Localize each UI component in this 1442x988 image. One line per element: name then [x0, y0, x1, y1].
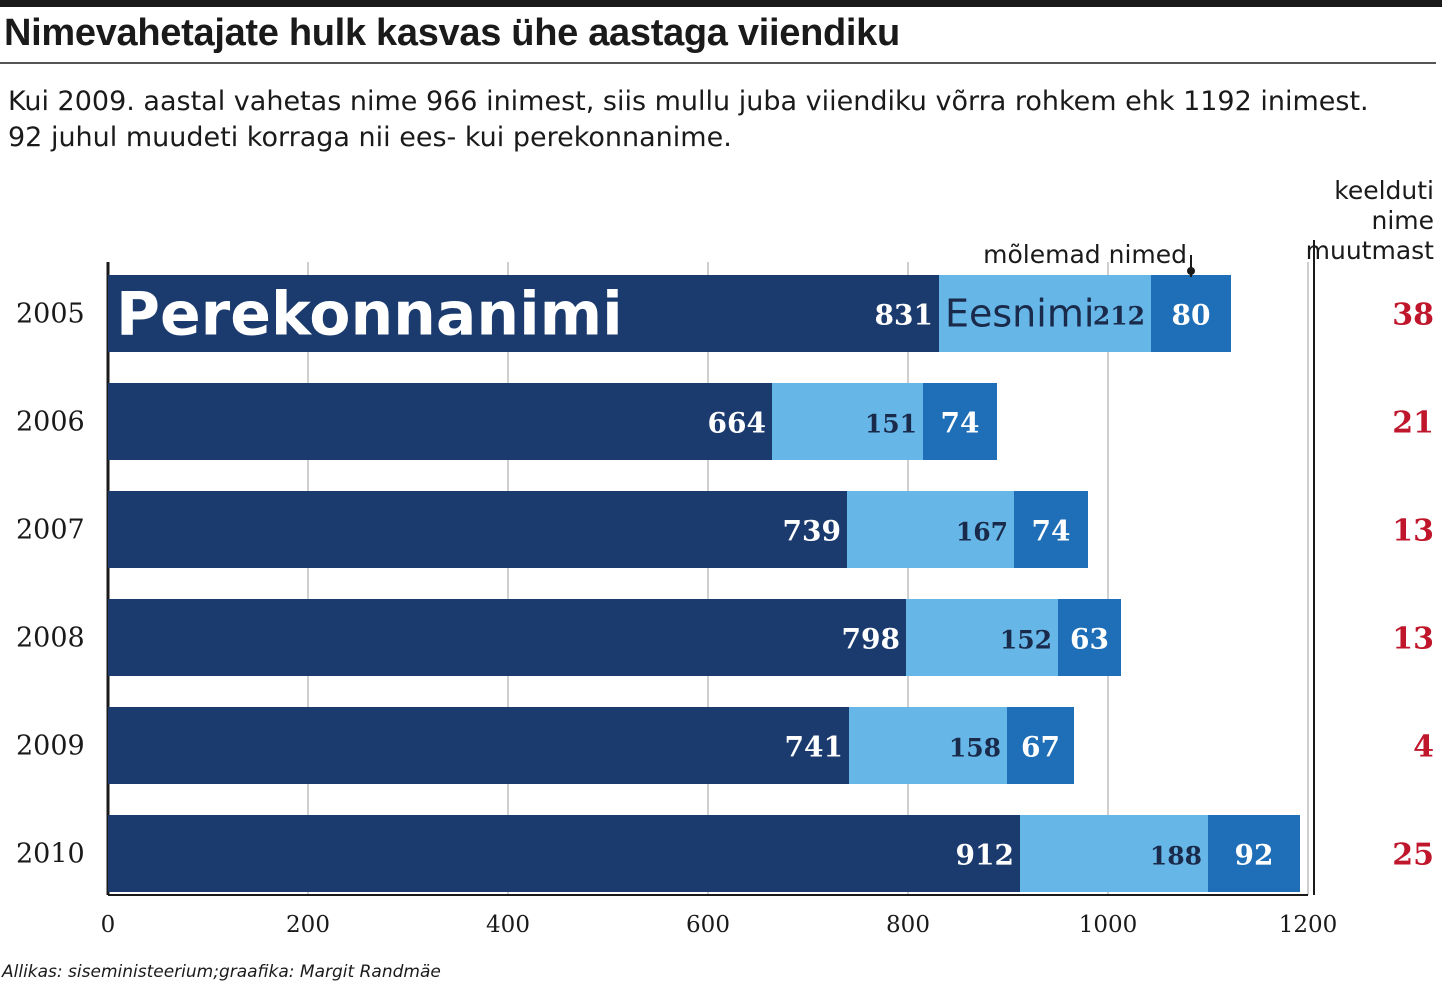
bar-perekonnanimi: [108, 599, 906, 676]
bars: [108, 275, 1300, 892]
x-tick-label: 800: [886, 912, 930, 938]
refused-header-line: muutmast: [1306, 236, 1435, 265]
value-label: 912: [956, 839, 1014, 872]
bar-molemad: [1151, 275, 1231, 352]
series-label-eesnimi: Eesnimi: [945, 292, 1094, 336]
value-label: 741: [785, 731, 843, 764]
bar-eesnimi: [1020, 815, 1208, 892]
value-label: 158: [949, 734, 1001, 763]
bar-perekonnanimi: [108, 815, 1020, 892]
chart-area: 0 200 400 600 800 1000 1200 2005 831 212 80 38 2006 6…: [16, 176, 1434, 938]
bar-perekonnanimi: [108, 383, 772, 460]
value-label: 152: [1000, 626, 1052, 655]
refused-value: 21: [1392, 406, 1434, 441]
value-label: 798: [842, 623, 900, 656]
chart-title: Nimevahetajate hulk kasvas ühe aastaga v…: [4, 12, 900, 54]
grid: [106, 240, 1315, 896]
refused-value: 13: [1392, 622, 1434, 657]
bar-eesnimi: [849, 707, 1007, 784]
value-label: 67: [1021, 731, 1060, 764]
x-tick-label: 0: [101, 912, 116, 938]
year-label: 2010: [16, 839, 85, 870]
refused-header-line: keelduti: [1334, 176, 1434, 205]
value-label: 80: [1172, 299, 1211, 332]
bar-eesnimi: [906, 599, 1058, 676]
value-label: 151: [865, 410, 917, 439]
bar-eesnimi: [847, 491, 1014, 568]
x-tick-label: 600: [686, 912, 730, 938]
value-label: 92: [1235, 839, 1274, 872]
labels: 0 200 400 600 800 1000 1200 2005 831 212 80 38 2006 6…: [16, 176, 1434, 938]
value-label: 664: [708, 407, 766, 440]
series-label-molemad: mõlemad nimed: [983, 240, 1187, 269]
bar-perekonnanimi: [108, 491, 847, 568]
source-credit: Allikas: siseministeerium;graafika: Marg…: [2, 962, 441, 982]
bar-eesnimi: [772, 383, 923, 460]
year-label: 2008: [16, 623, 85, 654]
chart-subtitle: Kui 2009. aastal vahetas nime 966 inimes…: [8, 86, 1369, 153]
value-label: 212: [1093, 302, 1145, 331]
year-label: 2006: [16, 407, 85, 438]
bar-molemad: [923, 383, 997, 460]
bar-molemad: [1014, 491, 1088, 568]
value-label: 188: [1150, 842, 1202, 871]
top-rule: [0, 0, 1442, 7]
refused-header-line: nime: [1371, 206, 1434, 235]
bar-molemad: [1058, 599, 1121, 676]
refused-value: 38: [1392, 298, 1434, 333]
value-label: 63: [1070, 623, 1109, 656]
x-tick-label: 200: [286, 912, 330, 938]
series-label-perekonnanimi: Perekonnanimi: [116, 280, 623, 350]
bar-molemad: [1007, 707, 1074, 784]
title-rule: [0, 62, 1436, 64]
value-label: 74: [1032, 515, 1071, 548]
refused-value: 13: [1392, 514, 1434, 549]
year-label: 2005: [16, 299, 85, 330]
bar-perekonnanimi: [108, 275, 939, 352]
x-tick-label: 400: [486, 912, 530, 938]
value-label: 831: [875, 299, 933, 332]
x-tick-label: 1000: [1079, 912, 1138, 938]
value-label: 739: [783, 515, 841, 548]
x-tick-label: 1200: [1279, 912, 1338, 938]
bar-perekonnanimi: [108, 707, 849, 784]
year-label: 2007: [16, 515, 85, 546]
bar-molemad: [1208, 815, 1300, 892]
value-label: 74: [941, 407, 980, 440]
refused-value: 4: [1413, 730, 1434, 765]
bar-eesnimi: [939, 275, 1151, 352]
refused-value: 25: [1392, 838, 1434, 873]
value-label: 167: [956, 518, 1008, 547]
callout-dot: [1187, 267, 1195, 275]
year-label: 2009: [16, 731, 85, 762]
